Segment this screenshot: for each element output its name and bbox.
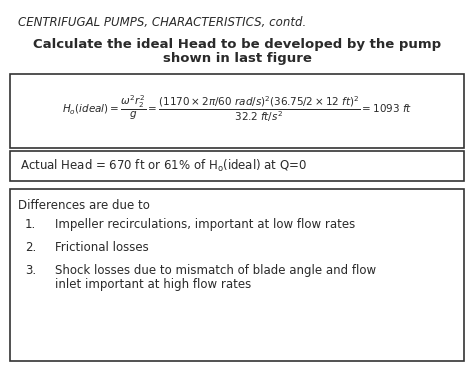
Text: 2.: 2. xyxy=(25,241,36,254)
Text: Frictional losses: Frictional losses xyxy=(55,241,149,254)
Text: Differences are due to: Differences are due to xyxy=(18,199,150,212)
Text: shown in last figure: shown in last figure xyxy=(163,52,311,65)
Text: CENTRIFUGAL PUMPS, CHARACTERISTICS, contd.: CENTRIFUGAL PUMPS, CHARACTERISTICS, cont… xyxy=(18,16,306,29)
Bar xyxy=(10,151,464,181)
Text: Calculate the ideal Head to be developed by the pump: Calculate the ideal Head to be developed… xyxy=(33,38,441,51)
Text: inlet important at high flow rates: inlet important at high flow rates xyxy=(55,278,251,291)
Bar xyxy=(10,74,464,148)
Text: 3.: 3. xyxy=(25,264,36,277)
Text: Shock losses due to mismatch of blade angle and flow: Shock losses due to mismatch of blade an… xyxy=(55,264,376,277)
Text: Actual Head = 670 ft or 61% of H$_\mathrm{o}$(ideal) at Q=0: Actual Head = 670 ft or 61% of H$_\mathr… xyxy=(20,158,307,174)
Text: 1.: 1. xyxy=(25,218,36,231)
Text: $H_o(ideal) = \dfrac{\omega^2 r_2^2}{g} = \dfrac{(1170\times2\pi/60\ \mathit{rad: $H_o(ideal) = \dfrac{\omega^2 r_2^2}{g} … xyxy=(62,94,412,124)
Bar xyxy=(10,189,464,361)
Text: Impeller recirculations, important at low flow rates: Impeller recirculations, important at lo… xyxy=(55,218,355,231)
